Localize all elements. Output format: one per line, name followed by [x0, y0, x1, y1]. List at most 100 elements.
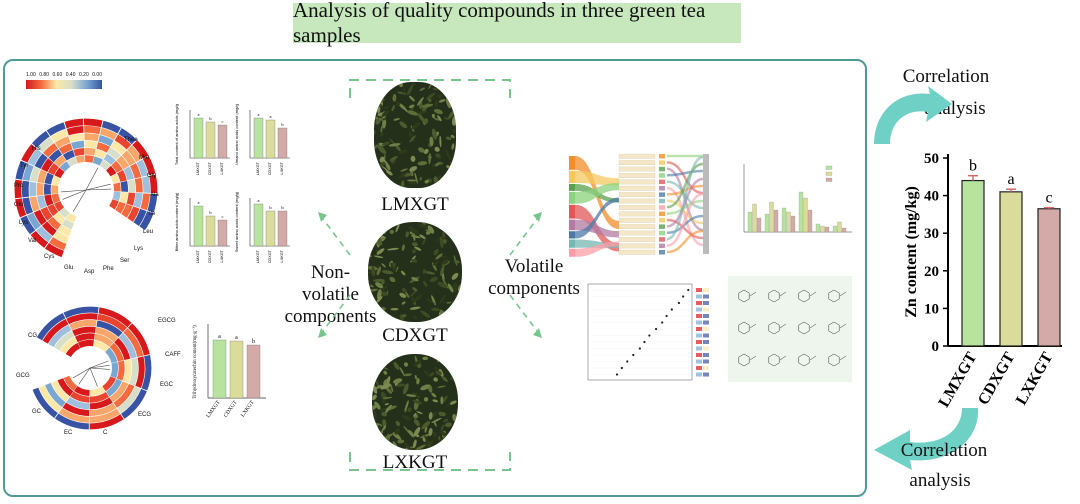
tea-leaf: [377, 144, 387, 155]
hm1-label: Pro: [14, 183, 24, 189]
tea-leaf: [393, 361, 400, 370]
heatmap-cell: [66, 397, 90, 410]
tea-leaf: [433, 420, 437, 427]
molecule-bond: [839, 355, 847, 361]
tea-leaf: [450, 134, 455, 139]
tea-leaf: [425, 298, 435, 305]
sankey-mini-bar: [659, 230, 665, 236]
sankey-flow: [666, 162, 704, 209]
heatmap-cell: [141, 355, 152, 391]
tea-leaf: [410, 296, 416, 304]
heatmap-cell: [72, 326, 96, 337]
tea-leaf: [377, 103, 383, 108]
tea-leaf: [441, 258, 449, 265]
tea-leaf: [381, 110, 390, 117]
significance-letter: a: [270, 114, 272, 119]
molecule-bond: [779, 291, 787, 297]
bar: [786, 211, 791, 233]
tea-leaf: [412, 400, 423, 405]
bar-chart-umami-amino: Umami amino acids content (mg/g) a LMXGT a C…: [234, 104, 290, 175]
sankey-label-box: [618, 217, 656, 223]
heatmap-cell: [21, 180, 30, 198]
bar: [217, 219, 228, 247]
sankey-label-box: [618, 205, 656, 210]
tea-leaf: [403, 362, 409, 367]
scale-label: 1.00: [26, 72, 36, 78]
tea-leaf: [379, 407, 389, 412]
tea-leaf: [389, 156, 398, 162]
heatmap-cell: [20, 215, 36, 235]
heatmap-cell: [32, 387, 58, 418]
heatmap-cell: [44, 172, 54, 185]
heat-cell: [703, 340, 709, 344]
sankey-mini-bar: [659, 211, 665, 217]
sankey-flow: [666, 184, 704, 196]
heat-cell: [703, 353, 709, 357]
tea-leaf: [435, 370, 442, 376]
heatmap-cell: [133, 192, 143, 208]
heat-cell: [696, 301, 702, 305]
tea-leaf: [435, 153, 441, 158]
hm1-label: Cys: [44, 254, 55, 260]
heatmap-cell: [109, 199, 119, 210]
tea-leaf: [410, 258, 418, 263]
heatmap-cell: [111, 140, 127, 155]
heatmap-cell: [121, 150, 136, 166]
tea-leaf: [380, 125, 383, 133]
tea-leaf: [403, 383, 409, 395]
tea-leaf: [437, 115, 442, 122]
tea-leaf: [382, 396, 393, 399]
heatmap-cell: [84, 140, 98, 149]
heatmap-cell: [66, 212, 77, 223]
heatmap-cell: [29, 166, 41, 183]
y-axis-label: Zn content (mg/kg): [903, 186, 920, 318]
heatmap-color-scale: 1.00 0.80 0.60 0.40 0.20 0.00: [26, 72, 102, 102]
tea-leaf: [433, 176, 439, 184]
heatmap-cell: [84, 133, 100, 142]
tea-leaf: [398, 149, 408, 155]
tea-leaf: [439, 135, 442, 148]
heatmap-cell: [114, 134, 132, 150]
data-point: [626, 360, 629, 363]
heatmap-cell: [31, 130, 50, 148]
heatmap-cell: [53, 230, 69, 244]
tick-label: LMXGT: [196, 249, 200, 263]
tea-leaf: [413, 359, 422, 367]
tea-leaf: [372, 410, 377, 422]
heatmap-cell: [30, 230, 49, 248]
hm2-label: GCG: [16, 373, 30, 379]
sankey-mini-bar: [659, 179, 665, 185]
heatmap-cell: [54, 155, 67, 167]
tea-leaf: [452, 413, 457, 422]
heatmap-cell: [95, 327, 118, 342]
data-point: [665, 314, 668, 318]
tea-leaf: [402, 87, 406, 95]
hm1-label: Leu: [143, 229, 154, 235]
tea-leaf: [417, 113, 426, 123]
tea-leaf: [427, 225, 435, 234]
tea-leaf: [452, 282, 458, 293]
heatmap-cell: [96, 142, 111, 153]
heatmap-cell: [34, 153, 48, 169]
page-title-box: Analysis of quality compounds in three g…: [293, 0, 741, 47]
heatmap-cell: [27, 148, 43, 166]
heatmap-cell: [123, 328, 144, 358]
bar: [277, 210, 288, 247]
molecule-structure: [798, 289, 810, 303]
tea-leaf: [411, 249, 416, 254]
data-point: [620, 366, 623, 370]
tea-leaf: [452, 128, 456, 134]
tick-label: CDXGT: [208, 249, 212, 263]
legend-swatch: [825, 177, 833, 182]
heatmap-cell: [98, 307, 132, 328]
heatmap-cell: [37, 195, 47, 209]
sankey-mini-bar: [659, 166, 665, 172]
sankey-mini-bar: [659, 243, 665, 249]
dendrogram-branch: [72, 189, 87, 212]
sankey-node: [569, 239, 575, 248]
tea-leaf: [433, 248, 439, 256]
heatmap-cell: [65, 342, 81, 357]
heatmap-cell: [103, 153, 116, 166]
heat-cell: [696, 346, 702, 351]
tea-leaf: [431, 307, 440, 312]
